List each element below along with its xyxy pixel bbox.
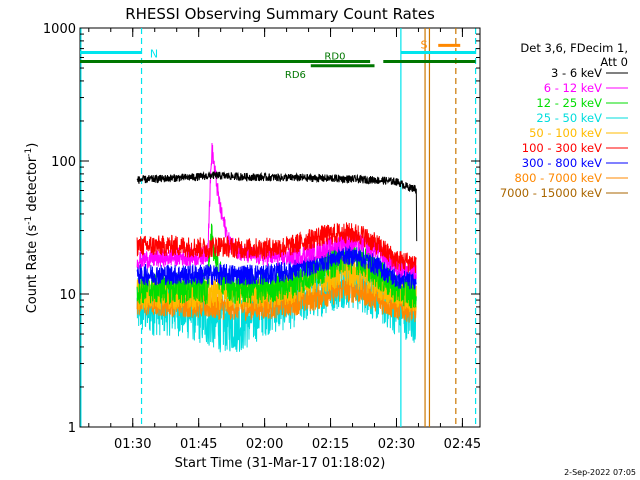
vertical-markers (80, 28, 477, 427)
y-axis-label-sup2: -1 (24, 148, 34, 157)
series-line (136, 223, 417, 309)
legend-entry-label: 50 - 100 keV (529, 126, 602, 140)
y-axis-label-end: ) (25, 143, 40, 148)
series-line (136, 276, 417, 323)
x-axis: 01:30 01:45 02:00 02:15 02:30 02:45 (88, 28, 481, 452)
x-axis-label: Start Time (31-Mar-17 01:18:02) (175, 456, 386, 471)
x-tick-label: 02:30 (378, 437, 415, 452)
legend-entry-label: 12 - 25 keV (536, 96, 602, 110)
legend-entry-label: 300 - 800 keV (522, 156, 602, 170)
legend-entry-label: 25 - 50 keV (536, 111, 602, 125)
x-tick-label: 01:30 (114, 437, 151, 452)
footer-date: 2-Sep-2022 07:05 (564, 468, 636, 477)
y-tick-label: 10 (59, 288, 76, 303)
legend-entry-label: 6 - 12 keV (544, 81, 602, 95)
y-axis: 1 10 100 1000 (43, 22, 480, 436)
series-line (136, 222, 417, 274)
series-line (136, 170, 418, 242)
y-tick-label: 100 (51, 155, 76, 170)
y-tick-label: 1000 (43, 22, 76, 37)
legend-entry-label: 800 - 7000 keV (514, 171, 602, 185)
chart-title: RHESSI Observing Summary Count Rates (125, 5, 435, 23)
status-flags: N S RD0 RD6 (80, 38, 476, 81)
x-tick-label: 02:00 (246, 437, 283, 452)
rd0-flag-label: RD0 (324, 51, 345, 62)
y-tick-label: 1 (68, 421, 76, 436)
x-tick-label: 01:45 (180, 437, 217, 452)
x-tick-label: 02:15 (312, 437, 349, 452)
series-lines (136, 142, 418, 353)
y-axis-label-sup1: -1 (24, 216, 34, 225)
flare-flag-label: S (420, 38, 427, 51)
y-axis-label: Count Rate (s-1 detector-1) (24, 143, 40, 314)
rd6-flag-label: RD6 (285, 70, 306, 81)
x-tick-label: 02:45 (444, 437, 481, 452)
plot-area: N S RD0 RD6 (79, 27, 481, 428)
legend-entry-label: 100 - 300 keV (522, 141, 602, 155)
series-line (136, 243, 417, 290)
legend-header-line1: Det 3,6, FDecim 1, (520, 41, 628, 55)
legend-entry-label: 7000 - 15000 keV (500, 186, 602, 200)
saa-flag-label: N (150, 47, 158, 60)
plot-frame (79, 27, 481, 428)
y-axis-label-main: Count Rate (s (25, 225, 40, 314)
y-axis-label-mid: detector (25, 156, 40, 216)
legend-header-line2: Att 0 (600, 55, 628, 69)
legend-entry-label: 3 - 6 keV (551, 66, 602, 80)
